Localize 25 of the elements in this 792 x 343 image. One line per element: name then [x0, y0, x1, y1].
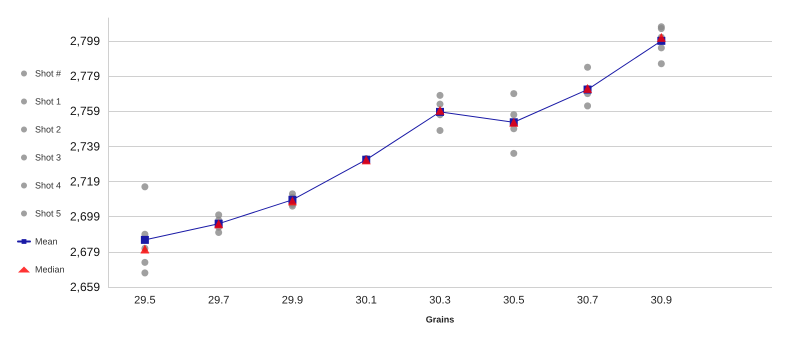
legend-label: Shot 4	[35, 180, 62, 190]
y-tick-label: 2,759	[70, 104, 100, 118]
y-tick-label: 2,779	[70, 69, 100, 84]
y-tick-label: 2,659	[70, 280, 100, 294]
x-tick-label: 29.7	[208, 294, 230, 306]
legend-label: Shot 3	[35, 152, 62, 162]
y-tick-label: 2,679	[70, 244, 100, 259]
y-tick-label: 2,719	[70, 174, 100, 189]
legend-label: Median	[35, 264, 65, 274]
x-axis-title: Grains	[426, 314, 454, 324]
x-tick-label: 30.7	[576, 294, 598, 306]
x-tick-label: 30.5	[503, 294, 524, 306]
x-tick-label: 29.5	[134, 294, 156, 306]
legend-label: Shot 2	[35, 124, 62, 134]
legend-label: Shot 5	[35, 208, 62, 218]
y-tick-label: 2,799	[70, 34, 100, 48]
x-tick-label: 30.1	[356, 294, 377, 306]
y-tick-label: 2,699	[70, 210, 100, 224]
legend-label: Shot 1	[35, 96, 62, 106]
legend-label: Shot #	[35, 68, 62, 78]
y-tick-label: 2,739	[70, 139, 100, 154]
x-tick-label: 29.9	[282, 294, 304, 306]
x-tick-label: 30.3	[429, 294, 451, 306]
x-tick-label: 30.9	[650, 294, 672, 306]
legend-label: Mean	[35, 236, 58, 246]
